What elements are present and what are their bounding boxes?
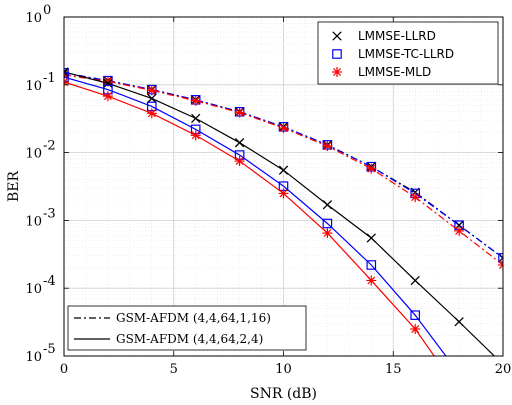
y-tick-label: 10 xyxy=(25,214,42,229)
series-layer xyxy=(64,67,503,396)
data-point xyxy=(410,324,421,335)
legend-label-lmmse-llrd: LMMSE-LLRD xyxy=(358,29,436,43)
y-tick-label: 10 xyxy=(25,147,42,162)
data-point xyxy=(366,233,376,243)
x-tick-label: 5 xyxy=(170,362,178,377)
legend-lines-box xyxy=(67,305,307,351)
data-point xyxy=(64,76,69,87)
data-point xyxy=(454,386,464,396)
data-point xyxy=(322,141,333,152)
data-point xyxy=(410,275,420,286)
y-tick-label: 10 xyxy=(25,350,42,365)
data-point xyxy=(234,107,245,118)
y-tick-label-exponent: -2 xyxy=(43,139,56,154)
y-tick-label-exponent: -5 xyxy=(43,342,56,357)
data-point xyxy=(102,91,113,102)
x-tick-label: 10 xyxy=(275,362,292,377)
x-axis-label: SNR (dB) xyxy=(250,386,317,402)
data-point xyxy=(454,317,464,327)
y-tick-label-exponent: -4 xyxy=(43,274,56,289)
data-point xyxy=(278,123,289,134)
data-point xyxy=(410,192,421,203)
legend-markers-box xyxy=(317,21,499,85)
y-tick-label: 10 xyxy=(25,11,42,26)
y-axis-label: BER xyxy=(6,171,22,203)
data-point xyxy=(455,369,463,377)
data-point xyxy=(454,225,465,236)
x-tick-label: 0 xyxy=(60,362,68,377)
data-point xyxy=(410,310,420,320)
y-tick-label: 10 xyxy=(25,282,42,297)
data-point xyxy=(278,165,289,175)
data-point xyxy=(190,95,201,106)
data-point xyxy=(278,188,289,199)
data-point xyxy=(366,163,377,174)
y-tick-label-exponent: -3 xyxy=(43,206,56,221)
legend-marker-asterisk-icon xyxy=(332,67,342,77)
data-point xyxy=(64,67,69,77)
legend-label-lmmse-mld: LMMSE-MLD xyxy=(358,65,431,79)
x-tick-label: 15 xyxy=(385,362,402,377)
data-point xyxy=(366,275,377,286)
data-point xyxy=(64,72,69,82)
y-tick-label-exponent: 0 xyxy=(43,3,51,18)
y-tick-label-exponent: -1 xyxy=(43,71,56,86)
data-point xyxy=(498,253,503,263)
legend-markers: LMMSE-LLRD LMMSE-TC-LLRD LMMSE-MLD xyxy=(317,21,499,85)
data-point xyxy=(190,130,201,141)
data-point xyxy=(103,78,113,89)
data-point xyxy=(322,218,333,229)
data-point xyxy=(322,228,333,239)
data-point xyxy=(366,260,377,270)
series-line-4 xyxy=(64,76,447,356)
data-point xyxy=(191,113,201,124)
legend-marker-square-icon xyxy=(332,49,342,59)
y-tick-label: 10 xyxy=(25,79,42,94)
legend-label-config-2-4: GSM-AFDM (4,4,64,2,4) xyxy=(116,332,263,346)
legend-label-config-1-16: GSM-AFDM (4,4,64,1,16) xyxy=(116,311,271,325)
data-point xyxy=(146,85,157,96)
data-point xyxy=(234,156,245,167)
legend-label-lmmse-tc-llrd: LMMSE-TC-LLRD xyxy=(358,47,454,61)
x-tick-label: 20 xyxy=(495,362,512,377)
series-line-5 xyxy=(64,81,435,356)
legend-lines: GSM-AFDM (4,4,64,1,16) GSM-AFDM (4,4,64,… xyxy=(67,305,307,351)
data-point xyxy=(498,259,503,270)
data-point xyxy=(147,93,157,104)
data-point xyxy=(322,200,333,210)
data-point xyxy=(234,138,245,148)
data-point xyxy=(146,108,157,119)
legend-marker-x-icon xyxy=(332,31,342,41)
